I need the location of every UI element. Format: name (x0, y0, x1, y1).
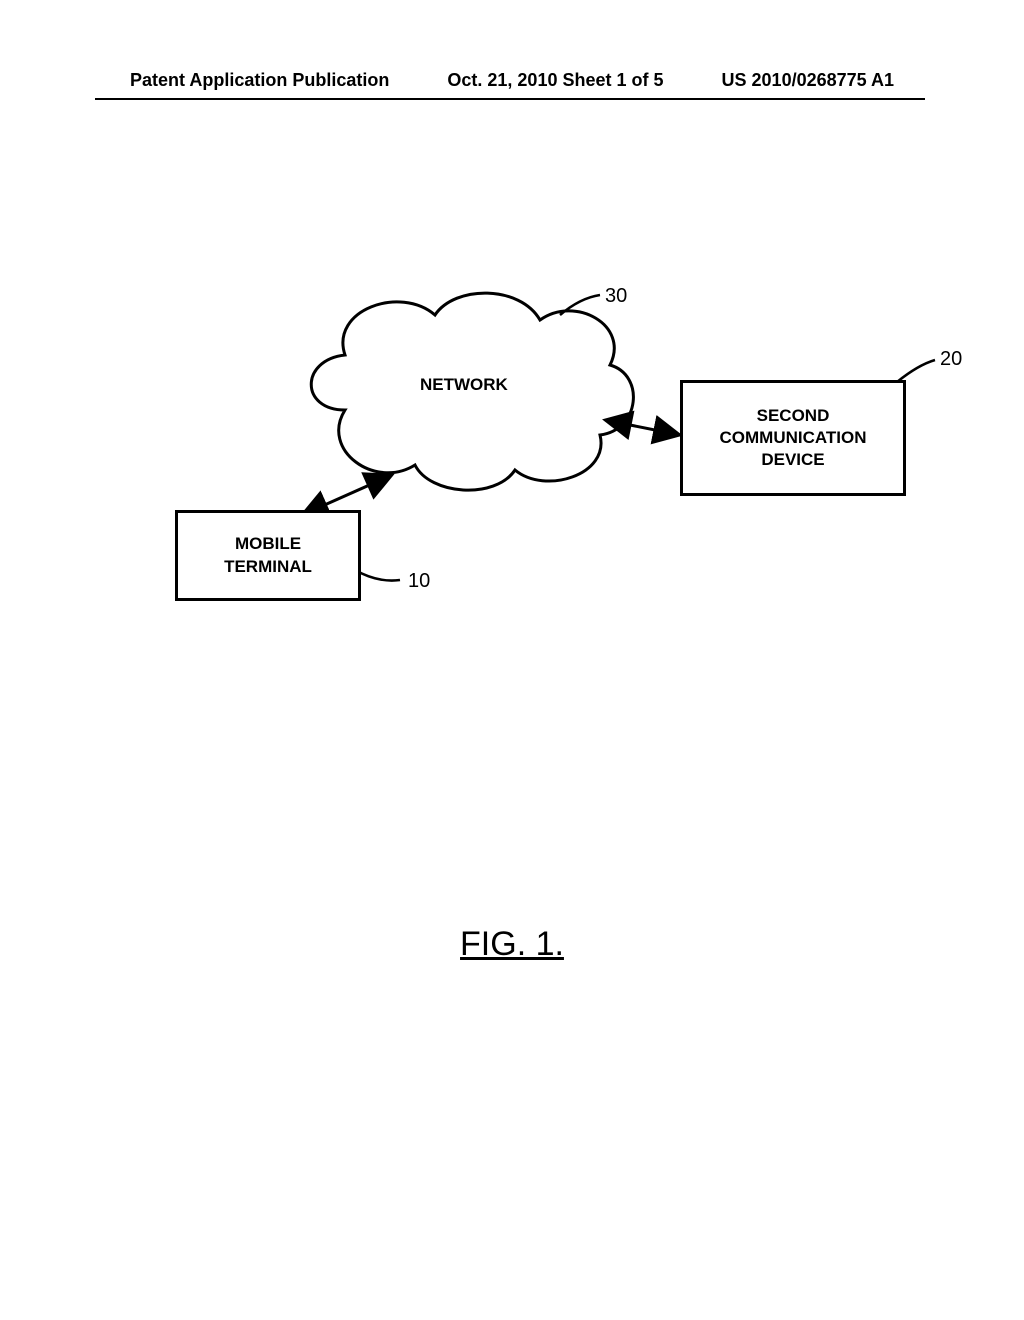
page-header: Patent Application Publication Oct. 21, … (0, 70, 1024, 91)
diagram-area: NETWORK MOBILE TERMINAL SECOND COMMUNICA… (0, 280, 1024, 680)
ref-10: 10 (408, 570, 430, 593)
node-mobile-label: MOBILE TERMINAL (224, 533, 312, 577)
ref-lead-20 (897, 360, 935, 382)
edge-network-mobile (302, 475, 392, 515)
header-right: US 2010/0268775 A1 (722, 70, 894, 91)
ref-30: 30 (605, 285, 627, 308)
figure-title: FIG. 1. (0, 925, 1024, 964)
node-mobile-terminal: MOBILE TERMINAL (175, 510, 361, 601)
node-second-label: SECOND COMMUNICATION DEVICE (720, 405, 867, 471)
node-second-device: SECOND COMMUNICATION DEVICE (680, 380, 906, 496)
ref-lead-10 (355, 570, 400, 581)
page: Patent Application Publication Oct. 21, … (0, 0, 1024, 1320)
ref-20: 20 (940, 348, 962, 371)
header-left: Patent Application Publication (130, 70, 389, 91)
node-network-label: NETWORK (420, 375, 508, 395)
header-center: Oct. 21, 2010 Sheet 1 of 5 (447, 70, 663, 91)
header-rule (95, 98, 925, 100)
